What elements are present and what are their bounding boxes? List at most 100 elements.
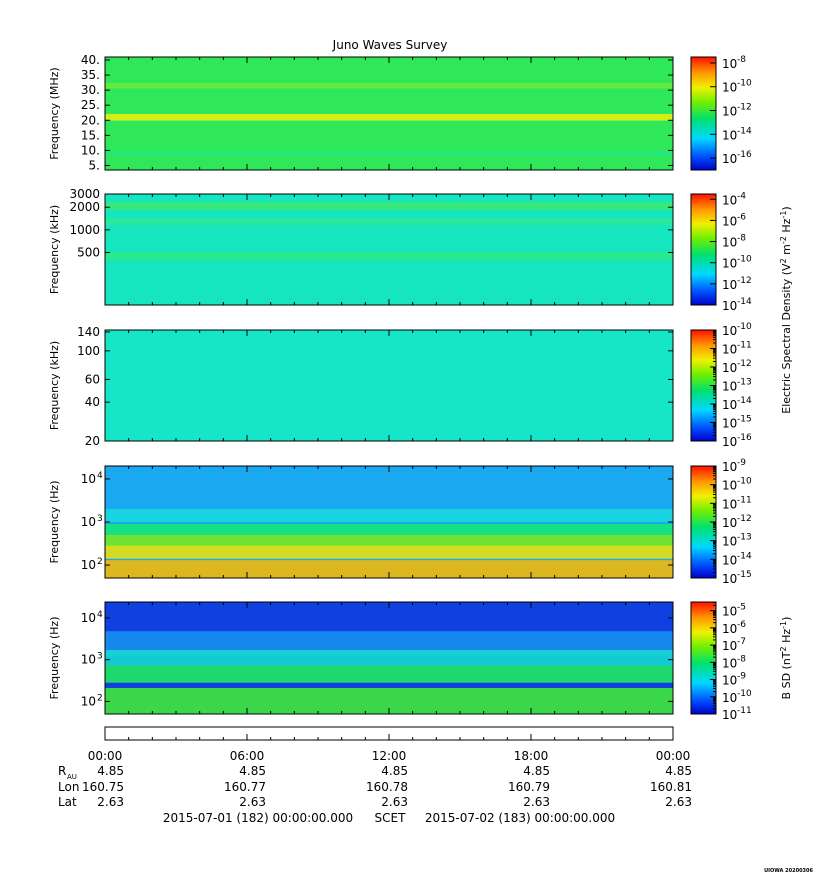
ephemeris-value: 2.63 (239, 795, 266, 809)
colorbar-tick-label: 10 (722, 57, 737, 71)
y-axis-label: Frequency (Hz) (48, 617, 61, 700)
chart-title: Juno Waves Survey (332, 38, 448, 52)
colorbar-tick-label: 10 (722, 278, 737, 292)
time-axis-labels: 00:00 06:00 12:00 18:00 00:00 R AU 4.85 4.85 4.85… (58, 749, 692, 809)
colorbar-tick-label-exp: -11 (737, 495, 752, 505)
colorbar-tick-label-exp: -12 (737, 514, 752, 524)
colorbar-tick-label: 10 (722, 299, 737, 313)
start-time-label: 2015-07-01 (182) 00:00:00.000 (163, 811, 353, 825)
y-tick-label: 20. (81, 113, 100, 127)
y-tick-label-exp: 3 (97, 514, 103, 524)
colorbar-tick-label: 10 (722, 460, 737, 474)
emission-band (105, 201, 673, 210)
y-tick-label: 2000 (69, 200, 100, 214)
y-tick-label: 500 (77, 245, 100, 259)
colorbar-title: B SD (nT2 Hz-1) (779, 617, 793, 700)
panels-group: 40.35.30.25.20.15.10.5. Frequency (MHz) 10… (48, 53, 752, 722)
colorbar-tick-label-exp: -7 (737, 637, 746, 647)
ephemeris-value: 2.63 (381, 795, 408, 809)
colorbar-tick-label-exp: -10 (737, 689, 752, 699)
emission-band (105, 523, 673, 535)
y-tick-label: 100 (77, 344, 100, 358)
emission-band (105, 534, 673, 548)
colorbar-tick-label: 10 (722, 435, 737, 449)
colorbar-tick-label-exp: -8 (737, 654, 746, 664)
y-axis-label: Frequency (kHz) (48, 205, 61, 294)
x-tick-label: 12:00 (372, 749, 407, 763)
colorbar-tick-label-exp: -11 (737, 706, 752, 716)
colorbar-tick-label-exp: -8 (737, 55, 746, 65)
ephemeris-value: 4.85 (665, 764, 692, 778)
colorbar-tick-label-exp: -13 (737, 378, 752, 388)
y-tick-label: 10 (81, 694, 96, 708)
colorbar-title: Electric Spectral Density (V2 m-2 Hz-1) (779, 206, 793, 413)
ephemeris-value: 160.81 (650, 780, 692, 794)
colorbar-tick-label: 10 (722, 639, 737, 653)
colorbar-tick-label-exp: -8 (737, 234, 746, 244)
colorbar-tick-label: 10 (722, 81, 737, 95)
colorbar-tick-label-exp: -14 (737, 551, 752, 561)
colorbar-tick-label-exp: -12 (737, 359, 752, 369)
y-tick-label: 10. (81, 143, 100, 157)
y-tick-label: 20 (85, 434, 100, 448)
colorbar-tick-label: 10 (722, 193, 737, 207)
colorbar-tick-label-exp: -9 (737, 672, 746, 682)
y-axis-label: Frequency (Hz) (48, 481, 61, 564)
y-axis-label: Frequency (kHz) (48, 341, 61, 430)
ephemeris-value: 2.63 (97, 795, 124, 809)
y-tick-label: 10 (81, 611, 96, 625)
colorbar-tick-label-exp: -12 (737, 103, 752, 113)
y-tick-label: 25. (81, 98, 100, 112)
footer-stamp: UIOWA 20200306 (764, 868, 813, 874)
ephemeris-value: 160.78 (366, 780, 408, 794)
ephemeris-value: 4.85 (381, 764, 408, 778)
colorbar-tick-label: 10 (722, 708, 737, 722)
colorbar-tick-label: 10 (722, 572, 737, 586)
y-tick-label: 30. (81, 83, 100, 97)
colorbar-tick-label: 10 (722, 622, 737, 636)
colorbar-tick-label-exp: -15 (737, 415, 752, 425)
y-tick-label-exp: 4 (97, 610, 103, 620)
colorbar-labels: Electric Spectral Density (V2 m-2 Hz-1) B… (779, 206, 793, 699)
emission-band (105, 217, 673, 226)
colorbar-tick-label-exp: -13 (737, 533, 752, 543)
y-tick-label: 10 (81, 472, 96, 486)
spectrogram-background (105, 330, 673, 441)
footer-labels: 2015-07-01 (182) 00:00:00.000 SCET 2015-… (163, 811, 615, 825)
colorbar-tick-label-exp: -6 (737, 620, 746, 630)
y-tick-label-exp: 2 (97, 693, 103, 703)
emission-band (105, 82, 673, 89)
colorbar-tick-label: 10 (722, 152, 737, 166)
colorbar-tick-label-exp: -15 (737, 570, 752, 580)
colorbar-tick-label: 10 (722, 324, 737, 338)
colorbar-tick-label-exp: -10 (737, 79, 752, 89)
colorbar (690, 56, 717, 171)
colorbar-tick-label: 10 (722, 236, 737, 250)
colorbar-tick-label: 10 (722, 674, 737, 688)
emission-band (105, 151, 673, 156)
colorbar-tick-label-exp: -16 (737, 150, 752, 160)
colorbar-tick-label: 10 (722, 214, 737, 228)
y-tick-label-exp: 3 (97, 652, 103, 662)
ephemeris-row-label: Lon (58, 780, 79, 794)
spectrogram-background (105, 57, 673, 170)
ephemeris-value: 2.63 (665, 795, 692, 809)
colorbar-tick-label: 10 (722, 691, 737, 705)
x-tick-label: 00:00 (88, 749, 123, 763)
y-tick-label: 3000 (69, 187, 100, 201)
y-tick-label: 5. (89, 158, 100, 172)
colorbar-tick-label: 10 (722, 417, 737, 431)
y-tick-label-exp: 2 (97, 557, 103, 567)
colorbar-tick-label-exp: -9 (737, 458, 746, 468)
y-tick-label: 15. (81, 128, 100, 142)
x-tick-label: 06:00 (230, 749, 265, 763)
colorbar-tick-label: 10 (722, 516, 737, 530)
emission-band (105, 665, 673, 683)
y-tick-label: 10 (81, 653, 96, 667)
colorbar-tick-label-exp: -14 (737, 126, 752, 136)
y-tick-label: 60 (85, 372, 100, 386)
